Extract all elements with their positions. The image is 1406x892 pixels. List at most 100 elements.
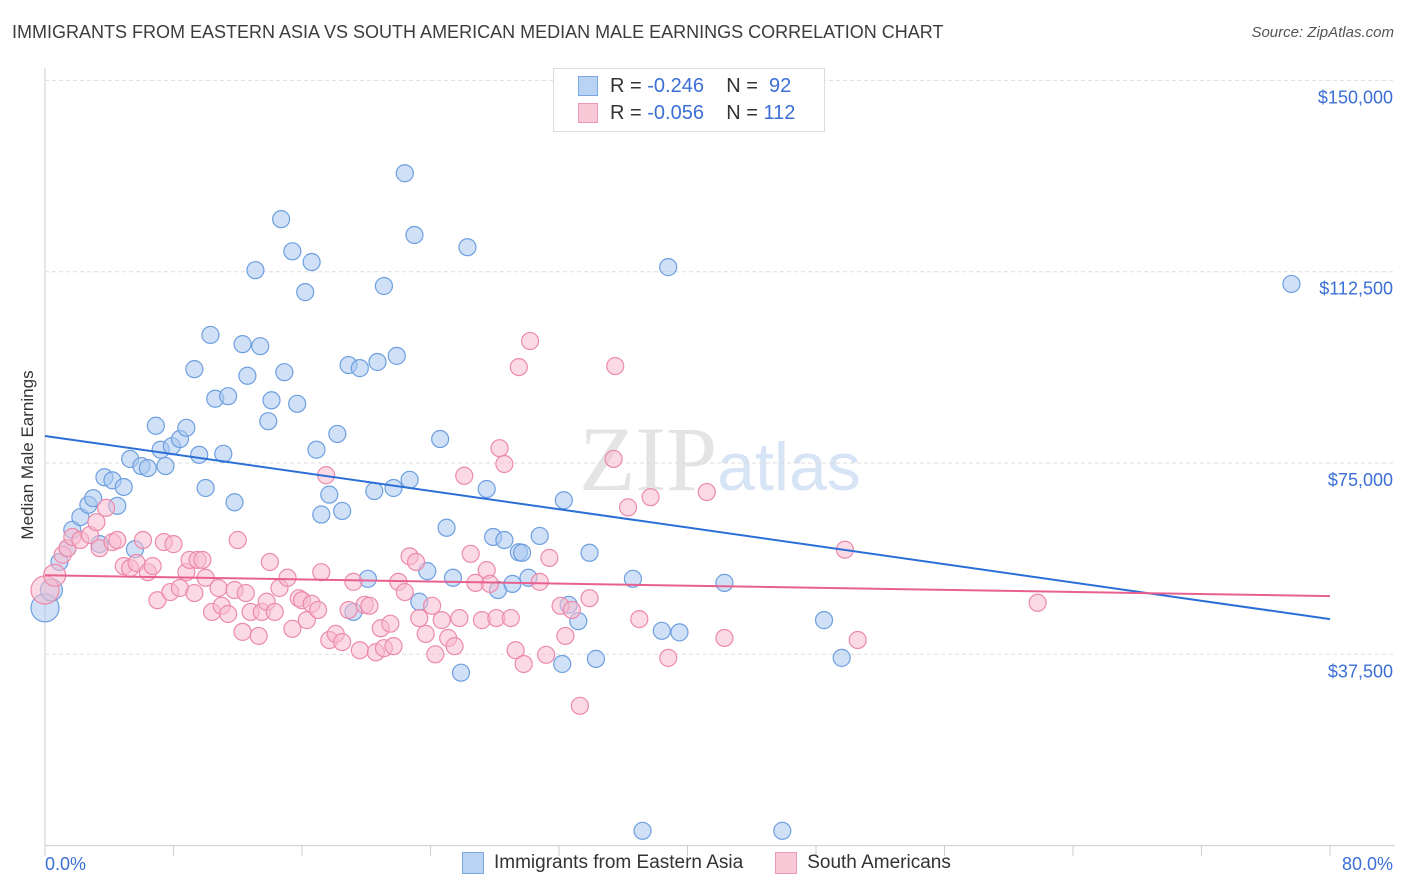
point-eastern-asia [773, 821, 792, 840]
n-value: 92 [769, 74, 792, 97]
point-south-americans [283, 619, 302, 638]
point-eastern-asia [190, 445, 209, 464]
point-eastern-asia [652, 621, 671, 640]
point-south-americans [659, 648, 678, 667]
point-eastern-asia [138, 459, 157, 478]
point-eastern-asia [320, 485, 339, 504]
point-eastern-asia [177, 418, 196, 437]
point-south-americans [506, 641, 525, 660]
point-south-americans [641, 488, 660, 507]
n-label: N = [726, 74, 758, 97]
point-south-americans [339, 600, 358, 620]
point-eastern-asia [443, 568, 463, 587]
point-eastern-asia [633, 821, 652, 840]
x-tick-label: 80.0% [1342, 854, 1393, 874]
point-south-americans [260, 552, 279, 572]
point-eastern-asia [832, 648, 851, 667]
point-south-americans [580, 589, 599, 608]
point-south-americans [297, 611, 316, 630]
point-south-americans [410, 608, 429, 628]
point-south-americans [848, 630, 867, 650]
point-eastern-asia [586, 649, 606, 668]
trendline-south-americans [44, 574, 1331, 598]
point-eastern-asia [368, 352, 387, 372]
point-south-americans [308, 600, 328, 620]
point-eastern-asia [715, 573, 734, 592]
point-south-americans [87, 513, 106, 532]
point-eastern-asia [350, 359, 369, 378]
point-eastern-asia [458, 238, 477, 257]
point-south-americans [1028, 593, 1047, 612]
chart-title: IMMIGRANTS FROM EASTERN ASIA VS SOUTH AM… [12, 22, 944, 42]
point-south-americans [96, 498, 116, 517]
point-eastern-asia [185, 360, 204, 379]
point-eastern-asia [156, 456, 175, 476]
y-tick-label: $75,000 [1328, 470, 1393, 490]
point-south-americans [228, 530, 247, 550]
blue-swatch-icon [462, 852, 484, 874]
point-south-americans [384, 637, 403, 656]
point-eastern-asia [431, 429, 450, 449]
point-eastern-asia [238, 366, 257, 385]
point-south-americans [426, 645, 445, 664]
point-eastern-asia [333, 501, 352, 521]
point-south-americans [556, 626, 575, 646]
point-south-americans [209, 578, 228, 598]
point-south-americans [604, 449, 623, 469]
point-south-americans [265, 602, 284, 622]
point-eastern-asia [288, 394, 307, 413]
point-south-americans [236, 583, 255, 603]
point-eastern-asia [495, 530, 514, 550]
point-eastern-asia [312, 505, 331, 524]
point-south-americans [461, 544, 480, 563]
point-south-americans [432, 611, 451, 630]
point-south-americans [193, 550, 212, 570]
point-south-americans [249, 626, 268, 646]
point-south-americans [520, 331, 540, 351]
point-south-americans [423, 596, 442, 615]
point-eastern-asia [275, 363, 294, 382]
point-eastern-asia [814, 611, 834, 630]
point-eastern-asia [554, 491, 573, 510]
point-eastern-asia [262, 391, 281, 410]
point-south-americans [490, 439, 509, 458]
point-south-americans [606, 356, 625, 376]
point-eastern-asia [553, 654, 572, 674]
point-south-americans [133, 530, 153, 550]
point-eastern-asia [272, 210, 291, 229]
blue-swatch-icon [578, 76, 598, 96]
point-south-americans [455, 466, 474, 485]
r-value: -0.246 [647, 74, 704, 97]
point-eastern-asia [670, 623, 689, 642]
series-eastern-asia [30, 164, 1301, 840]
point-south-americans [395, 582, 414, 602]
point-eastern-asia [84, 489, 103, 508]
point-south-americans [570, 696, 589, 715]
point-south-americans [381, 614, 400, 633]
point-eastern-asia [623, 569, 642, 588]
legend-row-south-americans: R = -0.056 N = 112 [578, 100, 795, 126]
stats-legend: R = -0.246 N = 92 R = -0.056 N = 112 [553, 68, 825, 132]
trendline-eastern-asia [44, 434, 1331, 621]
point-south-americans [562, 600, 581, 620]
point-eastern-asia [512, 543, 532, 562]
point-south-americans [233, 622, 252, 641]
point-south-americans [540, 548, 559, 567]
y-tick-label: $150,000 [1318, 87, 1393, 107]
legend-label-eastern-asia: Immigrants from Eastern Asia [494, 852, 744, 873]
point-eastern-asia [1282, 274, 1301, 294]
point-south-americans [501, 608, 520, 628]
point-eastern-asia [302, 252, 321, 272]
point-south-americans [312, 563, 331, 582]
point-eastern-asia [395, 164, 414, 183]
point-eastern-asia [233, 335, 252, 354]
point-eastern-asia [580, 543, 599, 562]
point-south-americans [148, 591, 167, 610]
point-south-americans [480, 574, 500, 594]
point-south-americans [530, 572, 549, 591]
point-eastern-asia [530, 526, 549, 546]
point-south-americans [360, 596, 379, 615]
point-south-americans [445, 637, 464, 656]
